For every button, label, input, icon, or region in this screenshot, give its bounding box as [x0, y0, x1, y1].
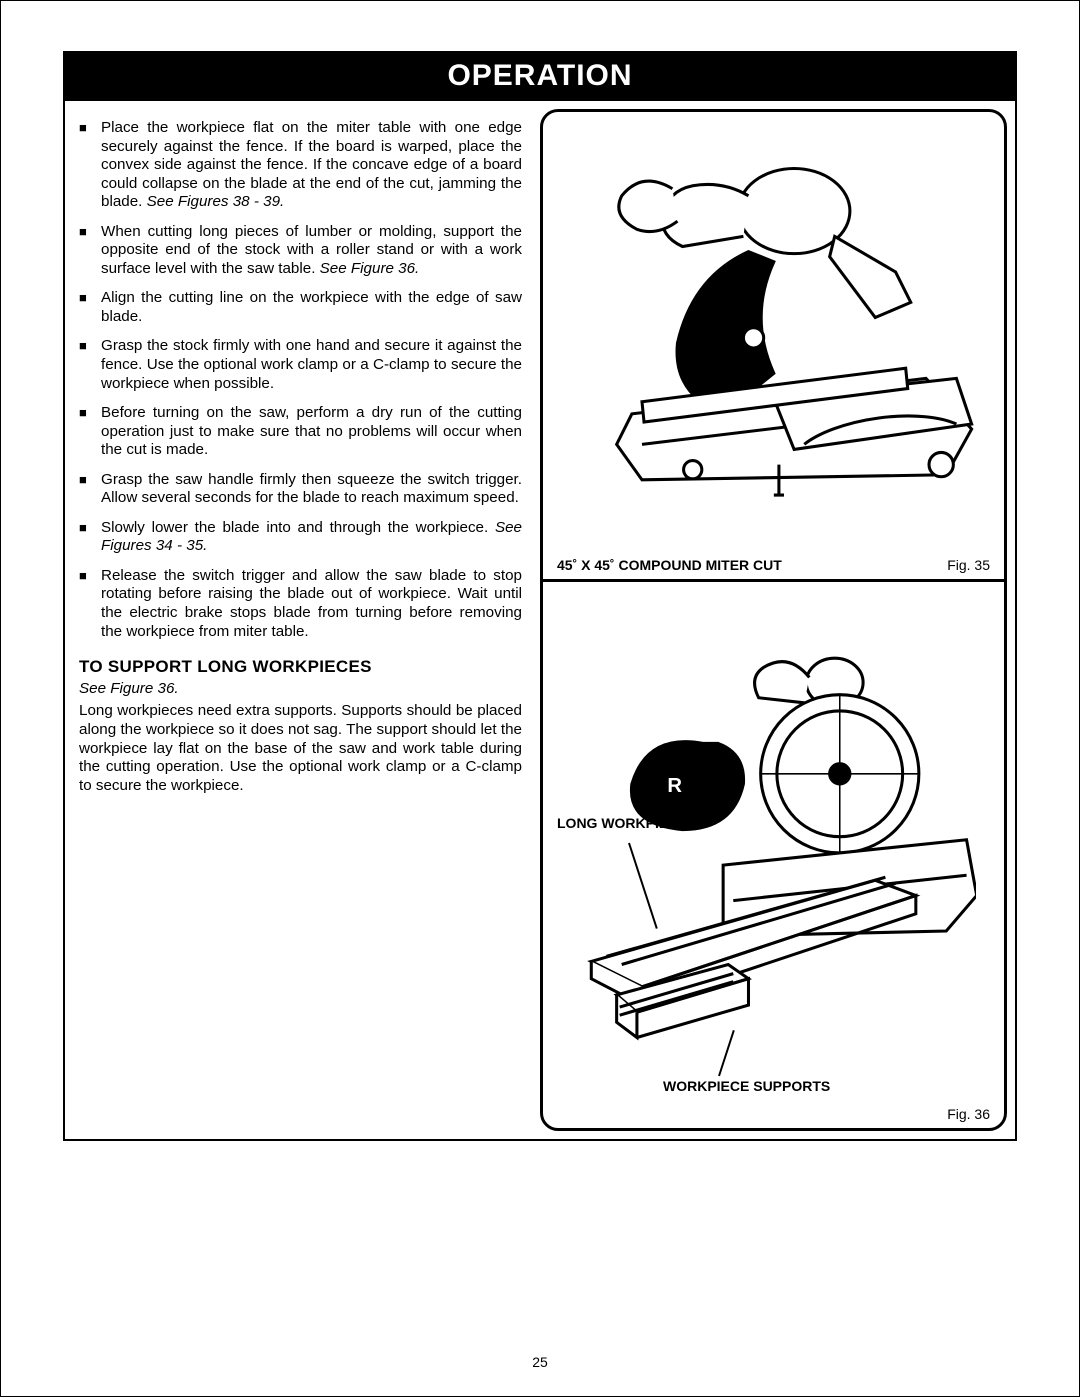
two-column-layout: Place the workpiece flat on the miter ta… [65, 101, 1015, 1139]
manual-page: OPERATION Place the workpiece flat on th… [0, 0, 1080, 1397]
figure-number: Fig. 36 [947, 1106, 990, 1122]
body-paragraph: Long workpieces need extra supports. Sup… [79, 702, 522, 795]
list-item: Grasp the saw handle firmly then squeeze… [79, 471, 522, 508]
list-item: Release the switch trigger and allow the… [79, 567, 522, 641]
figure-panel: 45˚ X 45˚ COMPOUND MITER CUT Fig. 35 [540, 109, 1007, 1131]
list-text: Before turning on the saw, perform a dry… [101, 404, 522, 458]
svg-text:R: R [667, 775, 682, 797]
figure-ref: See Figure 36. [320, 260, 420, 277]
list-item: Slowly lower the blade into and through … [79, 519, 522, 556]
subheading: TO SUPPORT LONG WORKPIECES [79, 657, 522, 678]
figure-caption-bold: 45˚ X 45˚ COMPOUND MITER CUT [557, 557, 782, 573]
figure-column: 45˚ X 45˚ COMPOUND MITER CUT Fig. 35 [540, 101, 1015, 1139]
list-text: Grasp the stock firmly with one hand and… [101, 337, 522, 391]
figure-36: R [543, 579, 1004, 1128]
figure-number: Fig. 35 [947, 557, 990, 573]
list-text: When cutting long pieces of lumber or mo… [101, 223, 522, 277]
figure-caption-row: 45˚ X 45˚ COMPOUND MITER CUT Fig. 35 [543, 557, 1004, 573]
list-text: Align the cutting line on the workpiece … [101, 289, 522, 325]
content-frame: OPERATION Place the workpiece flat on th… [63, 51, 1017, 1141]
callout-label-long-workpiece: LONG WORKPIECE [557, 815, 688, 831]
list-text: Slowly lower the blade into and through … [101, 519, 488, 536]
list-text: Release the switch trigger and allow the… [101, 567, 522, 640]
text-column: Place the workpiece flat on the miter ta… [65, 101, 540, 1139]
figure-caption-row: Fig. 36 [543, 1106, 1004, 1122]
list-item: When cutting long pieces of lumber or mo… [79, 223, 522, 279]
miter-saw-illustration [571, 131, 977, 514]
section-title: OPERATION [65, 53, 1015, 101]
page-number: 25 [1, 1354, 1079, 1370]
list-item: Align the cutting line on the workpiece … [79, 289, 522, 326]
list-item: Place the workpiece flat on the miter ta… [79, 119, 522, 212]
saw-svg-icon [571, 131, 977, 514]
see-figure-ref: See Figure 36. [79, 680, 522, 699]
callout-label-supports: WORKPIECE SUPPORTS [663, 1078, 830, 1094]
long-workpiece-illustration: R [571, 596, 977, 1073]
instruction-list: Place the workpiece flat on the miter ta… [79, 119, 522, 641]
list-item: Before turning on the saw, perform a dry… [79, 404, 522, 460]
list-item: Grasp the stock firmly with one hand and… [79, 337, 522, 393]
figure-ref: See Figures 38 - 39. [147, 193, 285, 210]
list-text: Grasp the saw handle firmly then squeeze… [101, 471, 522, 507]
figure-35: 45˚ X 45˚ COMPOUND MITER CUT Fig. 35 [543, 112, 1004, 579]
workpiece-svg-icon: R [571, 596, 977, 1073]
